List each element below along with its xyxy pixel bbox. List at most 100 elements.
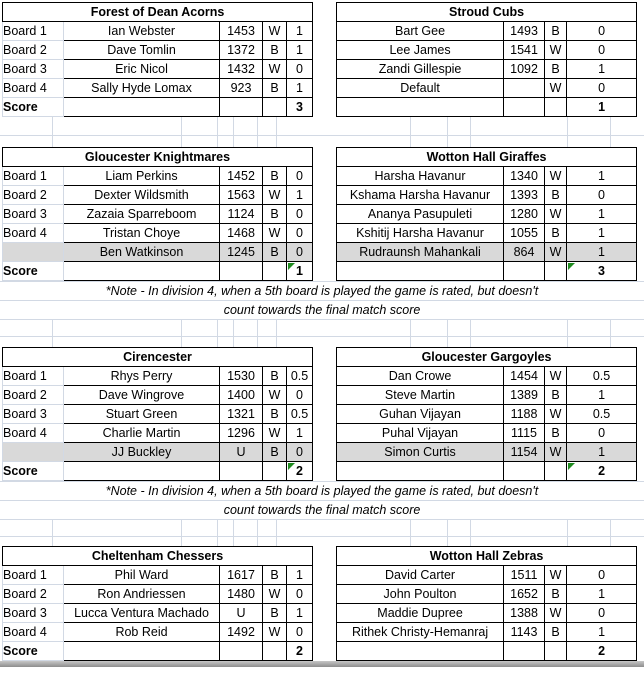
player-score-cell[interactable]: 0 — [287, 585, 314, 604]
player-rating-cell[interactable]: 1541 — [504, 41, 546, 60]
player-rating-cell[interactable]: 1245 — [220, 243, 263, 262]
player-rating-cell[interactable]: 1321 — [220, 405, 263, 424]
player-rating-cell[interactable]: 1563 — [220, 186, 263, 205]
player-score-cell[interactable]: 0 — [567, 566, 638, 585]
empty-cell[interactable] — [336, 98, 505, 117]
player-score-cell[interactable]: 0 — [287, 60, 314, 79]
player-rating-cell[interactable]: 1652 — [504, 585, 546, 604]
player-colour-cell[interactable]: W — [545, 205, 567, 224]
player-name-cell[interactable]: Ron Andriessen — [64, 585, 220, 604]
player-score-cell[interactable]: 0 — [287, 205, 313, 224]
board-label-cell[interactable]: Board 1 — [2, 167, 64, 186]
player-score-cell[interactable]: 1 — [567, 205, 638, 224]
player-score-cell[interactable]: 1 — [287, 424, 314, 443]
player-name-cell[interactable]: Ananya Pasupuleti — [336, 205, 504, 224]
player-score-cell[interactable]: 1 — [567, 243, 638, 262]
player-colour-cell[interactable]: W — [545, 443, 568, 462]
score-label[interactable]: Score — [2, 98, 64, 117]
player-colour-cell[interactable]: W — [545, 367, 568, 386]
player-colour-cell[interactable]: B — [263, 167, 287, 186]
empty-cell[interactable] — [64, 98, 220, 117]
player-rating-cell[interactable]: 1115 — [504, 424, 546, 443]
player-colour-cell[interactable]: W — [263, 22, 287, 41]
player-name-cell[interactable]: Eric Nicol — [64, 60, 220, 79]
team-score-cell[interactable]: 2 — [567, 462, 638, 481]
board-label-cell[interactable]: Board 1 — [2, 22, 64, 41]
empty-cell[interactable] — [263, 98, 287, 117]
player-colour-cell[interactable]: B — [263, 41, 287, 60]
player-colour-cell[interactable]: W — [545, 566, 568, 585]
player-name-cell[interactable]: Stuart Green — [64, 405, 220, 424]
player-rating-cell[interactable]: 923 — [220, 79, 263, 98]
player-rating-cell[interactable]: 1468 — [220, 224, 263, 243]
team-score-cell[interactable]: 1 — [567, 98, 638, 117]
board-label-cell[interactable]: Board 2 — [2, 386, 64, 405]
player-name-cell[interactable]: Dave Tomlin — [64, 41, 220, 60]
board-label-cell[interactable]: Board 3 — [2, 60, 64, 79]
player-colour-cell[interactable]: B — [263, 443, 287, 462]
player-score-cell[interactable]: 0 — [567, 424, 638, 443]
team-title[interactable]: Gloucester Gargoyles — [336, 347, 638, 367]
player-name-cell[interactable]: Rob Reid — [64, 623, 220, 642]
score-label[interactable]: Score — [2, 642, 64, 661]
player-score-cell[interactable]: 0 — [287, 243, 313, 262]
score-label[interactable]: Score — [2, 262, 64, 281]
player-colour-cell[interactable]: B — [263, 566, 287, 585]
player-name-cell[interactable]: Lee James — [336, 41, 505, 60]
player-score-cell[interactable]: 0 — [567, 79, 638, 98]
empty-cell[interactable] — [545, 262, 567, 281]
team-title[interactable]: Cirencester — [2, 347, 314, 367]
player-score-cell[interactable]: 0.5 — [287, 367, 314, 386]
team-score-cell[interactable]: 3 — [287, 98, 314, 117]
player-score-cell[interactable]: 0.5 — [567, 405, 638, 424]
team-score-cell[interactable]: 2 — [567, 642, 638, 661]
player-rating-cell[interactable]: 1154 — [504, 443, 546, 462]
player-colour-cell[interactable]: B — [263, 205, 287, 224]
player-colour-cell[interactable]: B — [545, 585, 568, 604]
player-rating-cell[interactable]: 1454 — [504, 367, 546, 386]
player-name-cell[interactable]: Dave Wingrove — [64, 386, 220, 405]
player-rating-cell[interactable]: 1492 — [220, 623, 263, 642]
player-score-cell[interactable]: 1 — [567, 585, 638, 604]
team-title[interactable]: Wotton Hall Zebras — [336, 546, 638, 566]
player-name-cell[interactable]: Simon Curtis — [336, 443, 505, 462]
player-colour-cell[interactable]: W — [545, 243, 567, 262]
empty-cell[interactable] — [220, 98, 263, 117]
player-colour-cell[interactable]: W — [263, 623, 287, 642]
player-name-cell[interactable]: Dexter Wildsmith — [64, 186, 220, 205]
board-label-cell[interactable]: Board 2 — [2, 585, 64, 604]
empty-cell[interactable] — [504, 462, 546, 481]
empty-cell[interactable] — [263, 462, 287, 481]
player-colour-cell[interactable]: W — [263, 585, 287, 604]
player-score-cell[interactable]: 0 — [567, 22, 638, 41]
player-name-cell[interactable]: Maddie Dupree — [336, 604, 505, 623]
player-colour-cell[interactable]: B — [263, 405, 287, 424]
team-score-cell[interactable]: 1 — [287, 262, 313, 281]
player-colour-cell[interactable]: B — [263, 79, 287, 98]
player-name-cell[interactable]: Rhys Perry — [64, 367, 220, 386]
player-colour-cell[interactable]: W — [263, 386, 287, 405]
player-score-cell[interactable]: 0 — [287, 167, 313, 186]
board-label-cell[interactable]: Board 4 — [2, 224, 64, 243]
player-score-cell[interactable]: 1 — [567, 224, 638, 243]
player-rating-cell[interactable]: 1188 — [504, 405, 546, 424]
empty-cell[interactable] — [220, 642, 263, 661]
empty-cell[interactable] — [504, 642, 546, 661]
player-score-cell[interactable]: 1 — [287, 604, 314, 623]
player-rating-cell[interactable]: 1480 — [220, 585, 263, 604]
player-name-cell[interactable]: Steve Martin — [336, 386, 505, 405]
team-title[interactable]: Forest of Dean Acorns — [2, 2, 314, 22]
player-rating-cell[interactable]: 1530 — [220, 367, 263, 386]
team-score-cell[interactable]: 2 — [287, 462, 314, 481]
board-label-cell[interactable]: Board 4 — [2, 623, 64, 642]
player-name-cell[interactable]: Zandi Gillespie — [336, 60, 505, 79]
player-name-cell[interactable]: David Carter — [336, 566, 505, 585]
board-label-cell[interactable] — [2, 243, 64, 262]
player-name-cell[interactable]: Zazaia Sparreboom — [64, 205, 220, 224]
board-label-cell[interactable] — [2, 443, 64, 462]
player-colour-cell[interactable]: W — [545, 79, 568, 98]
player-colour-cell[interactable]: W — [545, 604, 568, 623]
player-colour-cell[interactable]: B — [263, 243, 287, 262]
player-rating-cell[interactable]: 1452 — [220, 167, 263, 186]
player-colour-cell[interactable]: B — [545, 60, 568, 79]
